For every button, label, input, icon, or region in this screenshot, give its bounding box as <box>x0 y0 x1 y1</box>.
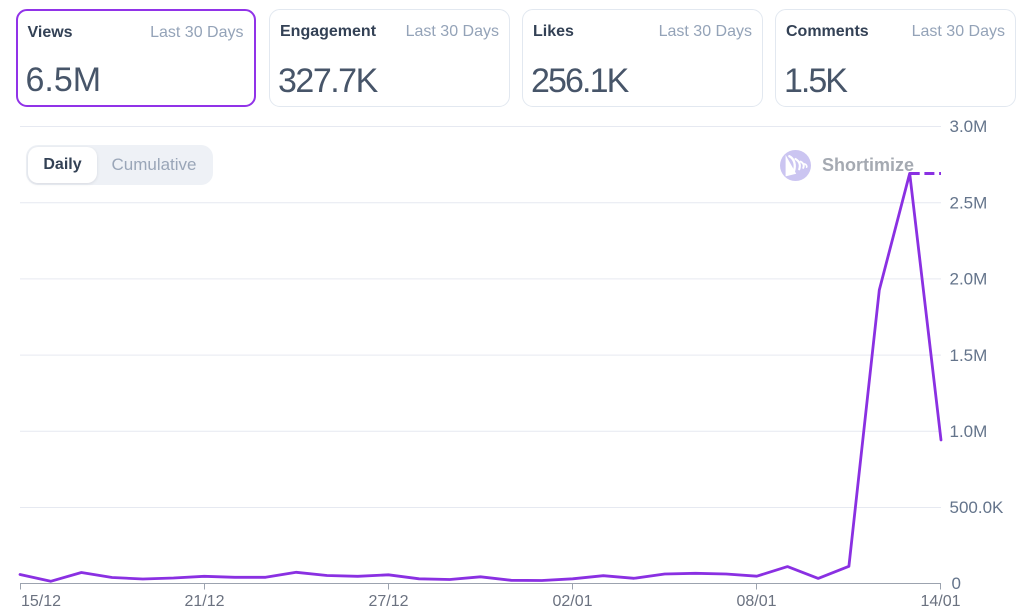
svg-text:2.5M: 2.5M <box>950 193 988 212</box>
svg-text:21/12: 21/12 <box>184 593 224 610</box>
svg-text:02/01: 02/01 <box>552 593 592 610</box>
svg-text:3.0M: 3.0M <box>950 117 988 136</box>
svg-text:14/01: 14/01 <box>920 593 960 610</box>
svg-text:1.0M: 1.0M <box>950 422 988 441</box>
svg-text:0: 0 <box>952 574 961 593</box>
svg-text:1.5M: 1.5M <box>950 346 988 365</box>
svg-text:27/12: 27/12 <box>368 593 408 610</box>
svg-text:08/01: 08/01 <box>736 593 776 610</box>
svg-text:15/12: 15/12 <box>21 593 61 610</box>
svg-text:2.0M: 2.0M <box>950 270 988 289</box>
svg-text:500.0K: 500.0K <box>950 498 1005 517</box>
